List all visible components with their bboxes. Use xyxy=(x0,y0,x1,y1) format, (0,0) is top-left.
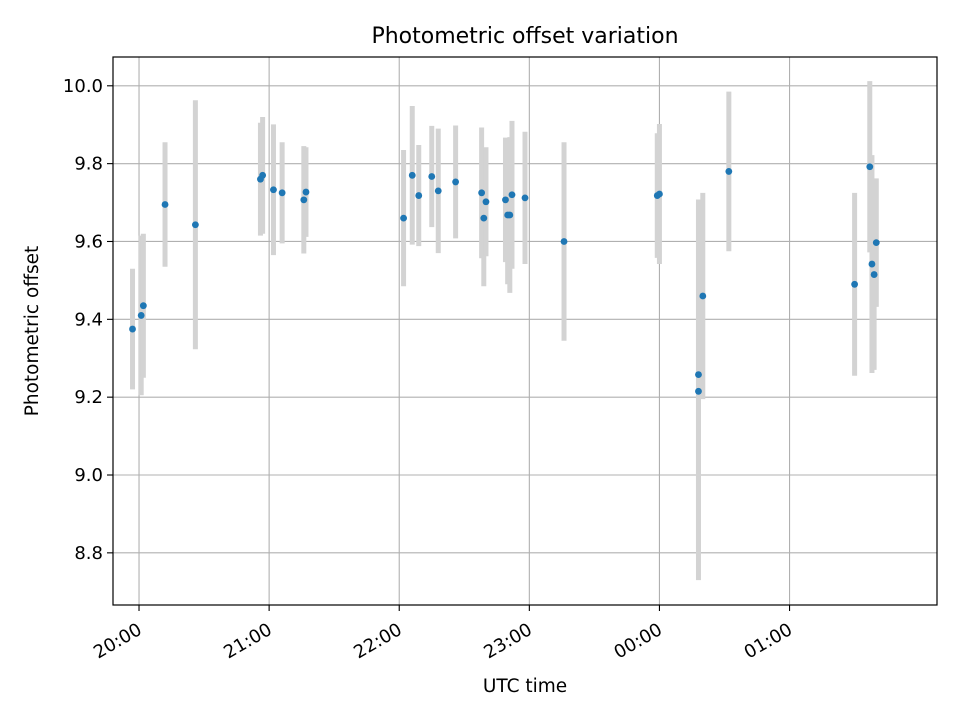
data-point xyxy=(259,171,267,179)
data-point xyxy=(408,171,416,179)
chart-title: Photometric offset variation xyxy=(371,24,678,49)
data-point xyxy=(161,201,169,208)
y-axis-label: Photometric offset xyxy=(22,246,43,417)
data-point xyxy=(508,191,516,199)
data-point xyxy=(502,196,509,204)
plot-frame xyxy=(112,56,938,606)
data-point xyxy=(695,371,702,378)
data-point xyxy=(300,196,308,204)
y-axis-ticks: 8.8 9.0 9.2 9.4 9.6 9.8 10.0 xyxy=(63,76,113,564)
y-tick-label: 9.2 xyxy=(74,387,103,408)
y-tick-label: 8.8 xyxy=(74,543,103,564)
data-point xyxy=(695,387,702,395)
data-point xyxy=(428,173,436,180)
data-point xyxy=(192,221,199,229)
data-point xyxy=(302,188,310,196)
data-point xyxy=(866,163,874,171)
data-point xyxy=(725,168,733,175)
y-tick-label: 10.0 xyxy=(63,76,103,97)
data-points xyxy=(129,163,880,395)
data-point xyxy=(129,325,136,333)
data-point xyxy=(870,271,878,278)
data-point xyxy=(521,194,529,202)
data-point xyxy=(482,198,490,206)
x-axis-label: UTC time xyxy=(483,676,567,697)
data-point xyxy=(415,192,423,199)
data-point xyxy=(868,260,876,268)
data-point xyxy=(434,187,442,195)
data-point xyxy=(400,214,407,222)
data-point xyxy=(478,189,486,197)
data-point xyxy=(480,214,488,222)
data-point xyxy=(656,190,663,198)
data-point xyxy=(560,238,568,245)
data-point xyxy=(699,292,707,300)
y-tick-label: 9.6 xyxy=(74,231,103,252)
data-point xyxy=(851,280,858,288)
y-tick-label: 9.8 xyxy=(74,154,103,175)
data-point xyxy=(137,312,145,319)
data-point xyxy=(506,211,514,219)
data-point xyxy=(278,189,286,197)
data-point xyxy=(139,302,147,310)
y-tick-label: 9.0 xyxy=(74,465,103,486)
data-point xyxy=(452,178,460,186)
data-point xyxy=(270,186,277,194)
y-tick-label: 9.4 xyxy=(74,309,103,330)
data-point xyxy=(872,239,880,247)
